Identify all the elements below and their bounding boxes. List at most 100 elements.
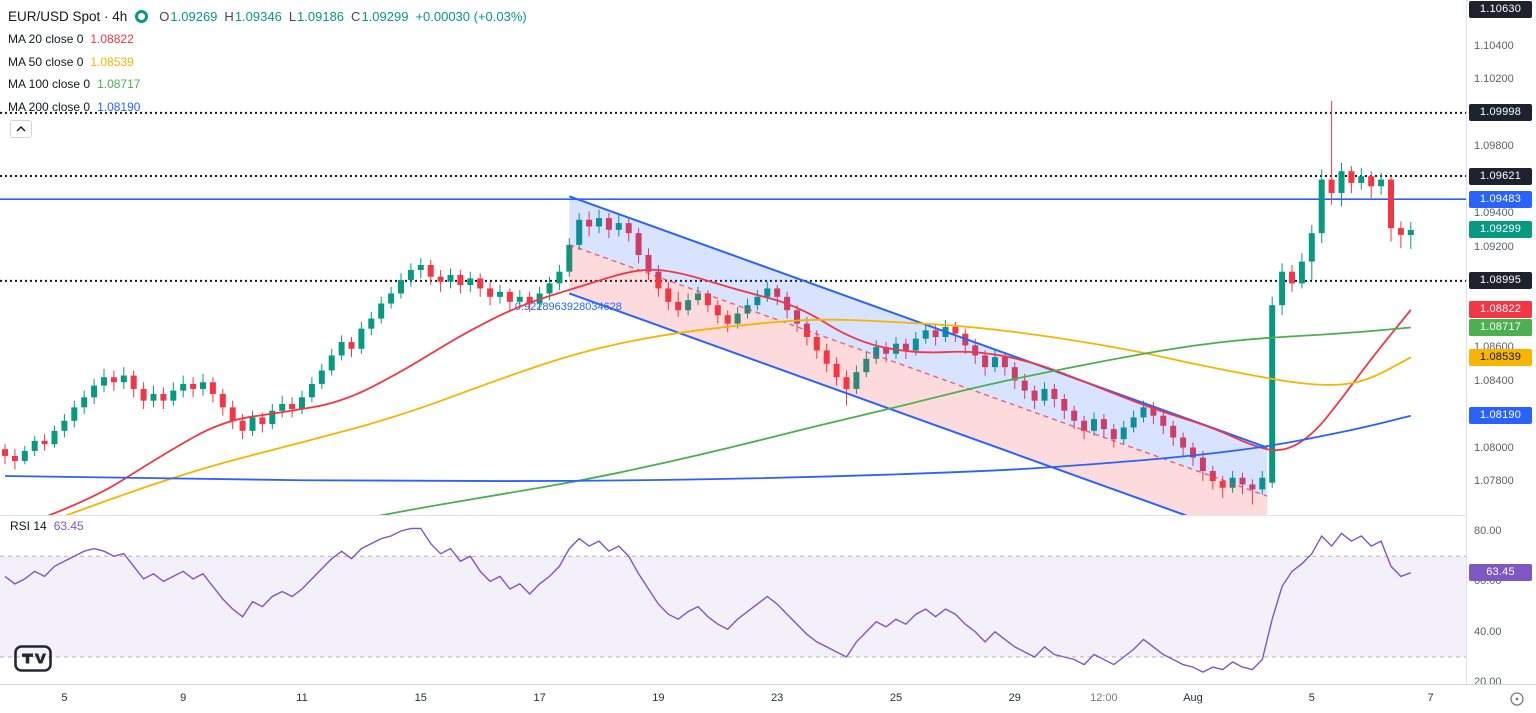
- channel-bottom-line[interactable]: [568, 292, 1267, 544]
- ma-legend-rows: MA 20 close 0 1.08822 MA 50 close 0 1.08539…: [8, 28, 527, 118]
- candle-body: [1397, 228, 1404, 235]
- candle-body: [1229, 477, 1236, 488]
- candle-body: [506, 291, 513, 302]
- price-tick-label: 1.08000: [1474, 441, 1514, 454]
- ohlc-key: L: [288, 9, 297, 24]
- candle-body: [279, 404, 286, 411]
- tradingview-logo[interactable]: [14, 645, 52, 677]
- candle-body: [1279, 271, 1286, 306]
- time-tick-label: 29: [1008, 692, 1021, 704]
- candle-body: [1219, 481, 1226, 488]
- channel-top-line[interactable]: [568, 195, 1268, 449]
- ma-legend-row[interactable]: MA 20 close 0 1.08822: [8, 28, 527, 51]
- candle-body: [328, 355, 335, 371]
- candle-body: [952, 326, 959, 334]
- ohlc-key: C: [351, 9, 361, 24]
- ma-legend-label[interactable]: MA 50 close 0: [8, 54, 84, 69]
- candle-body: [1011, 367, 1018, 381]
- ma-legend-row[interactable]: MA 200 close 0 1.08190: [8, 96, 527, 119]
- ma-legend-label[interactable]: MA 200 close 0: [8, 99, 91, 114]
- candle-body: [1289, 271, 1295, 284]
- candle-body: [1081, 420, 1088, 431]
- rsi-label[interactable]: RSI 14: [10, 519, 47, 533]
- time-axis-settings-icon[interactable]: [1509, 691, 1525, 707]
- ma-line-ma200[interactable]: [4, 414, 1412, 482]
- ma-legend-row[interactable]: MA 100 close 0 1.08717: [8, 73, 527, 96]
- rsi-pane[interactable]: [0, 527, 1466, 673]
- ma-legend-label[interactable]: MA 100 close 0: [8, 77, 91, 92]
- ma-legend-value: 1.08717: [97, 77, 141, 92]
- price-badge: 1.09483: [1469, 190, 1532, 208]
- candle-body: [120, 375, 127, 383]
- time-tick-label: 15: [414, 692, 427, 704]
- candle-body: [338, 342, 345, 356]
- candle-body: [655, 271, 662, 289]
- time-tick-label: 23: [771, 692, 784, 704]
- price-axis[interactable]: 1.10400 1.10200 1.09800 1.09400 1.09200 1.086…: [1466, 0, 1536, 688]
- ma-legend-value: 1.08539: [90, 54, 134, 69]
- channel-upper-fill: [569, 196, 1268, 497]
- rsi-tick-label: 80.00: [1474, 525, 1502, 537]
- clock-icon: [1510, 692, 1524, 706]
- candle-body: [190, 383, 197, 389]
- candle-body: [1001, 357, 1008, 368]
- candle-body: [586, 219, 593, 227]
- candle-body: [1269, 305, 1276, 483]
- candle-body: [566, 244, 573, 272]
- candle-body: [883, 347, 890, 354]
- candle-body: [902, 343, 909, 351]
- candle-body: [348, 342, 355, 349]
- time-tick-label: Aug: [1183, 692, 1203, 704]
- ma-legend-label[interactable]: MA 20 close 0: [8, 32, 84, 47]
- candle-body: [101, 377, 107, 386]
- ohlc-key: H: [224, 9, 234, 24]
- rsi-value-badge: 63.45: [1469, 564, 1532, 582]
- candle-body: [209, 382, 216, 394]
- candle-body: [1358, 176, 1365, 183]
- rsi-legend: RSI 14 63.45: [10, 519, 84, 533]
- candle-body: [685, 300, 692, 311]
- candle-body: [1239, 477, 1246, 485]
- candle-body: [358, 328, 365, 349]
- candle-body: [615, 223, 622, 230]
- candle-body: [1348, 171, 1355, 183]
- chevron-up-icon: [16, 126, 26, 132]
- candle-body: [625, 223, 632, 234]
- candle-body: [41, 440, 48, 445]
- ma-line-ma100[interactable]: [203, 326, 1411, 554]
- ma-legend-row[interactable]: MA 50 close 0 1.08539: [8, 51, 527, 74]
- ma-line-ma50[interactable]: [5, 318, 1412, 538]
- time-axis[interactable]: 5 9 11 15 17 19 23 25 29 12:00 Aug 5 7: [0, 684, 1536, 713]
- price-pane[interactable]: 0.9228963928034628: [0, 100, 1466, 555]
- candle-body: [1318, 179, 1325, 234]
- candle-body: [1368, 176, 1375, 187]
- time-tick-label: 11: [296, 692, 308, 704]
- channel-mid-line: [569, 244, 1268, 497]
- regression-channel-drawing[interactable]: 0.9228963928034628: [515, 195, 1268, 544]
- instrument-logo-icon[interactable]: [135, 10, 149, 23]
- candle-body: [180, 383, 187, 391]
- candle-body: [170, 390, 177, 401]
- price-tick-label: 1.10200: [1474, 73, 1514, 86]
- candle-body: [823, 350, 830, 364]
- candle-body: [556, 271, 563, 284]
- channel-pearson-label: 0.9228963928034628: [515, 301, 622, 313]
- candle-body: [1388, 179, 1394, 229]
- candle-body: [1100, 419, 1107, 430]
- candle-series[interactable]: [2, 100, 1414, 505]
- candle-body: [1051, 388, 1058, 399]
- price-badge: 1.10630: [1469, 1, 1532, 18]
- candle-body: [150, 393, 157, 401]
- rsi-line[interactable]: [4, 527, 1412, 673]
- candle-body: [417, 264, 424, 271]
- candle-body: [160, 393, 167, 401]
- symbol-title[interactable]: EUR/USD Spot · 4h: [8, 9, 128, 24]
- candle-body: [31, 440, 38, 451]
- candle-body: [318, 370, 325, 384]
- pane-collapse-button[interactable]: [10, 120, 32, 138]
- price-badge: 1.08995: [1469, 272, 1532, 290]
- candle-body: [1150, 407, 1157, 416]
- ma-legend-value: 1.08822: [90, 32, 134, 47]
